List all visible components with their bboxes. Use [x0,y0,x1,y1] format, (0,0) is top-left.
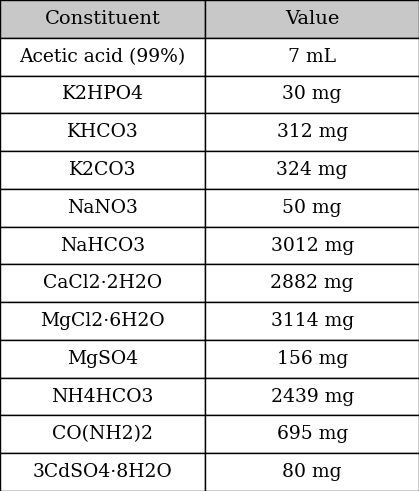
Text: 324 mg: 324 mg [277,161,348,179]
Text: NaNO3: NaNO3 [67,199,138,217]
Text: KHCO3: KHCO3 [67,123,139,141]
Bar [0,302,205,340]
Text: 7 mL: 7 mL [288,48,336,66]
Bar [0,227,205,264]
Text: NH4HCO3: NH4HCO3 [52,387,154,406]
Bar [205,189,419,227]
Text: 2439 mg: 2439 mg [271,387,354,406]
Text: Constituent: Constituent [45,10,160,28]
Text: K2CO3: K2CO3 [69,161,137,179]
Text: 50 mg: 50 mg [282,199,342,217]
Bar [205,302,419,340]
Text: CaCl2·2H2O: CaCl2·2H2O [43,274,162,292]
Bar [0,113,205,151]
Text: Acetic acid (99%): Acetic acid (99%) [20,48,186,66]
Text: 312 mg: 312 mg [277,123,348,141]
Text: 80 mg: 80 mg [282,463,342,481]
Bar [0,189,205,227]
Text: 3114 mg: 3114 mg [271,312,354,330]
Bar [205,151,419,189]
Bar [205,264,419,302]
Bar [0,0,205,38]
Bar [205,227,419,264]
Bar [0,340,205,378]
Text: NaHCO3: NaHCO3 [60,237,145,254]
Bar [0,76,205,113]
Bar [0,38,205,76]
Bar [0,151,205,189]
Bar [205,453,419,491]
Bar [205,113,419,151]
Text: 3012 mg: 3012 mg [271,237,354,254]
Bar [0,264,205,302]
Bar [205,0,419,38]
Bar [0,378,205,415]
Text: CO(NH2)2: CO(NH2)2 [52,425,153,443]
Bar [205,415,419,453]
Text: Value: Value [285,10,339,28]
Bar [205,340,419,378]
Bar [205,76,419,113]
Bar [0,415,205,453]
Text: K2HPO4: K2HPO4 [62,85,144,104]
Bar [205,38,419,76]
Text: 156 mg: 156 mg [277,350,348,368]
Text: MgCl2·6H2O: MgCl2·6H2O [40,312,165,330]
Text: 3CdSO4·8H2O: 3CdSO4·8H2O [33,463,173,481]
Text: 695 mg: 695 mg [277,425,348,443]
Text: 30 mg: 30 mg [282,85,342,104]
Text: 2882 mg: 2882 mg [270,274,354,292]
Bar [0,453,205,491]
Text: MgSO4: MgSO4 [67,350,138,368]
Bar [205,378,419,415]
